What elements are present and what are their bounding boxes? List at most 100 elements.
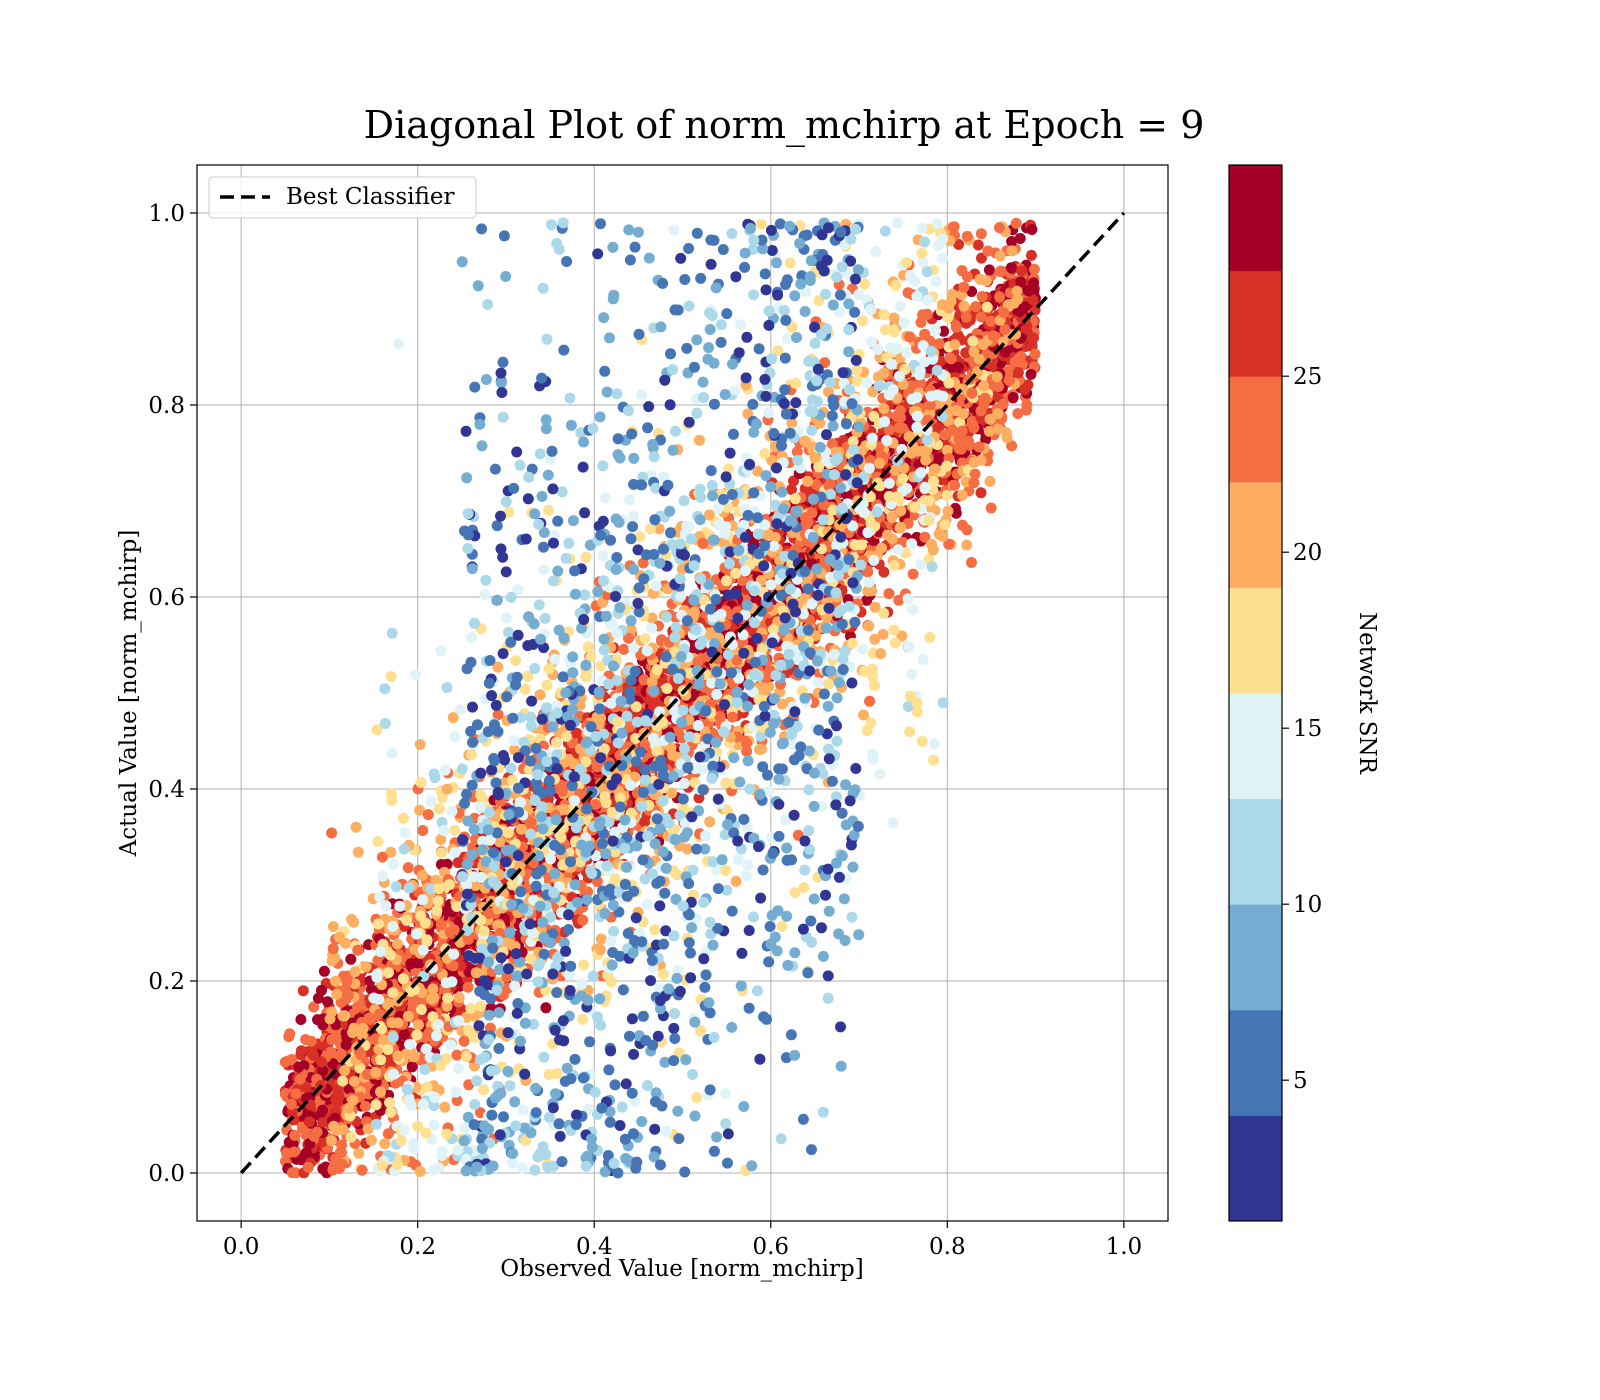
scatter-point [297, 985, 309, 997]
scatter-point [1005, 262, 1017, 274]
scatter-point [349, 966, 361, 978]
scatter-point [1006, 245, 1018, 257]
scatter-point [325, 1046, 337, 1058]
scatter-point [417, 869, 428, 881]
scatter-point [968, 422, 980, 434]
scatter-point [453, 992, 465, 1004]
scatter-point [326, 827, 338, 839]
scatter-point [288, 1146, 300, 1158]
scatter-point [689, 606, 700, 618]
scatter-point [312, 992, 324, 1004]
scatter-point [1003, 365, 1015, 377]
scatter-point [510, 655, 522, 667]
scatter-point [949, 479, 961, 491]
scatter-point [375, 1086, 386, 1098]
scatter-point [976, 291, 988, 302]
scatter-point [352, 1001, 363, 1013]
scatter-point [1019, 384, 1031, 396]
scatter-point [295, 1014, 307, 1025]
scatter-point [376, 851, 388, 863]
scatter-point [286, 1167, 298, 1179]
scatter-point [366, 984, 377, 995]
scatter-point [405, 958, 417, 970]
scatter-point [975, 487, 987, 499]
scatter-point [878, 607, 890, 619]
scatter-point [704, 816, 716, 828]
scatter-point [693, 792, 705, 804]
scatter-point [294, 1073, 306, 1085]
scatter-point [360, 1100, 371, 1112]
scatter-point [311, 1126, 323, 1138]
scatter-point [422, 809, 434, 821]
scatter-point [341, 976, 353, 988]
scatter-point [296, 1122, 308, 1134]
scatter-point [1012, 293, 1024, 305]
scatter-point [875, 648, 887, 660]
scatter-point [402, 862, 414, 874]
scatter-point [788, 475, 799, 487]
scatter-point [283, 1031, 295, 1043]
scatter-point [372, 836, 384, 847]
scatter-point [578, 959, 590, 971]
scatter-point [372, 955, 384, 966]
scatter-point [414, 1166, 426, 1177]
scatter-point [1006, 236, 1018, 247]
scatter-point [802, 475, 814, 487]
scatter-point [302, 1161, 314, 1173]
scatter-point [876, 542, 887, 554]
scatter-point [1029, 348, 1041, 360]
scatter-point [956, 489, 968, 501]
scatter-point [987, 330, 999, 342]
scatter-point [1023, 285, 1034, 297]
scatter-point [330, 1094, 342, 1106]
scatter-point [439, 1101, 451, 1113]
scatter-point [1028, 332, 1039, 344]
scatter-point [1025, 368, 1037, 380]
scatter-point [826, 438, 838, 450]
scatter-point [1015, 350, 1027, 362]
scatter-point [442, 992, 454, 1004]
scatter-point [1007, 392, 1019, 403]
scatter-point [285, 1098, 297, 1110]
scatter-point [293, 1061, 305, 1073]
scatter-point [1012, 408, 1024, 420]
scatter-point [326, 1034, 338, 1046]
scatter-point [406, 1061, 418, 1073]
scatter-point [878, 566, 890, 578]
scatter-point [649, 924, 661, 936]
scatter-point [462, 981, 474, 993]
scatter-point [301, 1147, 312, 1159]
scatter-point [661, 683, 673, 694]
scatter-point [315, 1056, 327, 1068]
scatter-point [399, 1029, 411, 1041]
scatter-point [332, 1085, 344, 1097]
scatter-point [961, 539, 973, 551]
scatter-point [289, 1129, 301, 1141]
scatter-point [345, 953, 357, 965]
scatter-point [300, 1034, 312, 1045]
scatter-point [452, 857, 464, 869]
scatter-point [365, 1134, 377, 1146]
scatter-point [540, 1002, 552, 1014]
scatter-point [286, 1054, 298, 1065]
scatter-point [982, 245, 994, 257]
scatter-point [347, 1027, 358, 1039]
scatter-point [316, 1136, 328, 1148]
scatter-point [382, 1128, 394, 1140]
scatter-point [977, 339, 989, 350]
scatter-point [303, 1116, 315, 1128]
scatter-point [1021, 399, 1033, 411]
scatter-point [1028, 263, 1040, 275]
scatter-point [1025, 249, 1037, 261]
scatter-point [290, 1088, 302, 1100]
scatter-point [864, 695, 876, 707]
scatter-point [317, 1104, 329, 1116]
scatter-point [345, 1131, 357, 1143]
scatter-point [960, 311, 972, 323]
scatter-point [953, 238, 965, 250]
scatter-point [639, 816, 651, 828]
scatter-point [883, 588, 895, 600]
scatter-point [331, 988, 343, 1000]
scatter-point [1010, 217, 1022, 229]
